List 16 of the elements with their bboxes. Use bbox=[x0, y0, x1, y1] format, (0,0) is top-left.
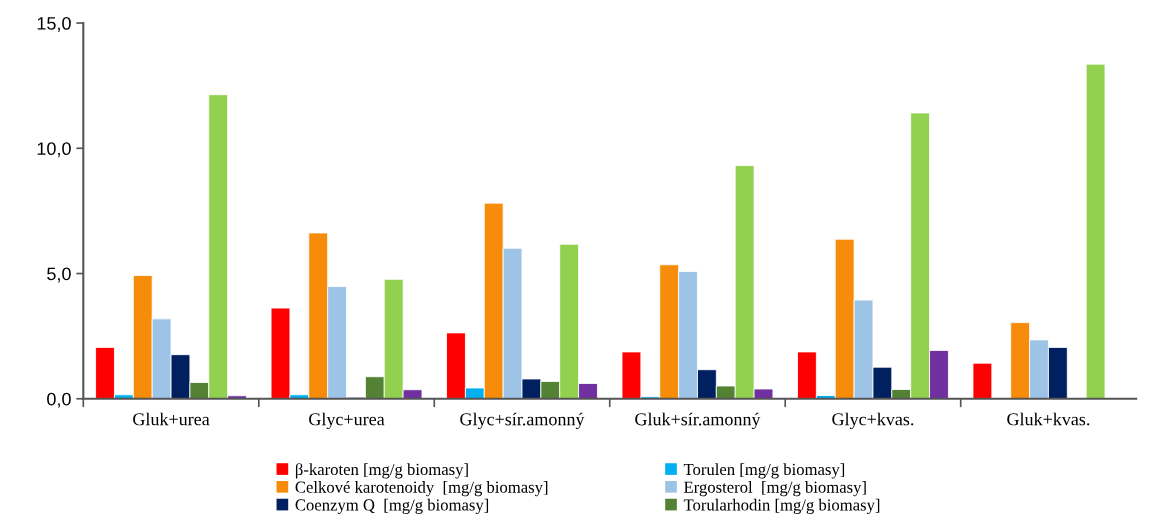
x-tick-label: Gluk+sír.amonný bbox=[635, 412, 761, 430]
y-tick-label: 10,0 bbox=[37, 142, 71, 158]
legend-label: β-karoten [mg/g biomasy] bbox=[295, 463, 468, 479]
y-tick-label: 15,0 bbox=[37, 16, 71, 32]
legend-label: Torularhodin [mg/g biomasy] bbox=[683, 498, 880, 514]
legend-label: Celkové karotenoidy [mg/g biomasy] bbox=[295, 481, 548, 497]
x-tick-label: Glyc+kvas. bbox=[832, 412, 914, 430]
x-tick-label: Glyc+sír.amonný bbox=[460, 412, 585, 430]
y-tick-label: 0,0 bbox=[47, 392, 71, 408]
legend-label: Torulen [mg/g biomasy] bbox=[683, 463, 845, 479]
x-tick-label: Glyc+urea bbox=[309, 412, 385, 430]
y-tick-label: 5,0 bbox=[47, 267, 71, 283]
x-tick-label: Gluk+urea bbox=[133, 412, 210, 426]
legend-label: Coenzym Q [mg/g biomasy] bbox=[295, 498, 489, 514]
legend-label: Ergosterol [mg/g biomasy] bbox=[684, 481, 866, 497]
x-tick-label: Gluk+kvas. bbox=[1007, 412, 1090, 426]
